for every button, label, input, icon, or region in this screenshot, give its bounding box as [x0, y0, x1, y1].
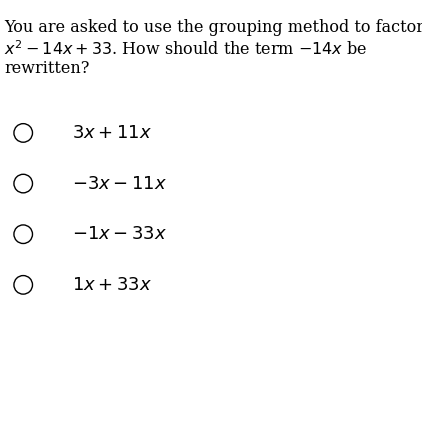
Text: rewritten?: rewritten? — [4, 60, 89, 77]
Text: $x^2 - 14x + 33$. How should the term $-14x$ be: $x^2 - 14x + 33$. How should the term $-… — [4, 40, 368, 59]
Text: $3x + 11x$: $3x + 11x$ — [72, 124, 151, 142]
Text: $1x + 33x$: $1x + 33x$ — [72, 276, 151, 294]
Text: You are asked to use the grouping method to factor: You are asked to use the grouping method… — [4, 19, 422, 36]
Text: $-1x - 33x$: $-1x - 33x$ — [72, 225, 167, 243]
Text: $-3x - 11x$: $-3x - 11x$ — [72, 175, 167, 192]
